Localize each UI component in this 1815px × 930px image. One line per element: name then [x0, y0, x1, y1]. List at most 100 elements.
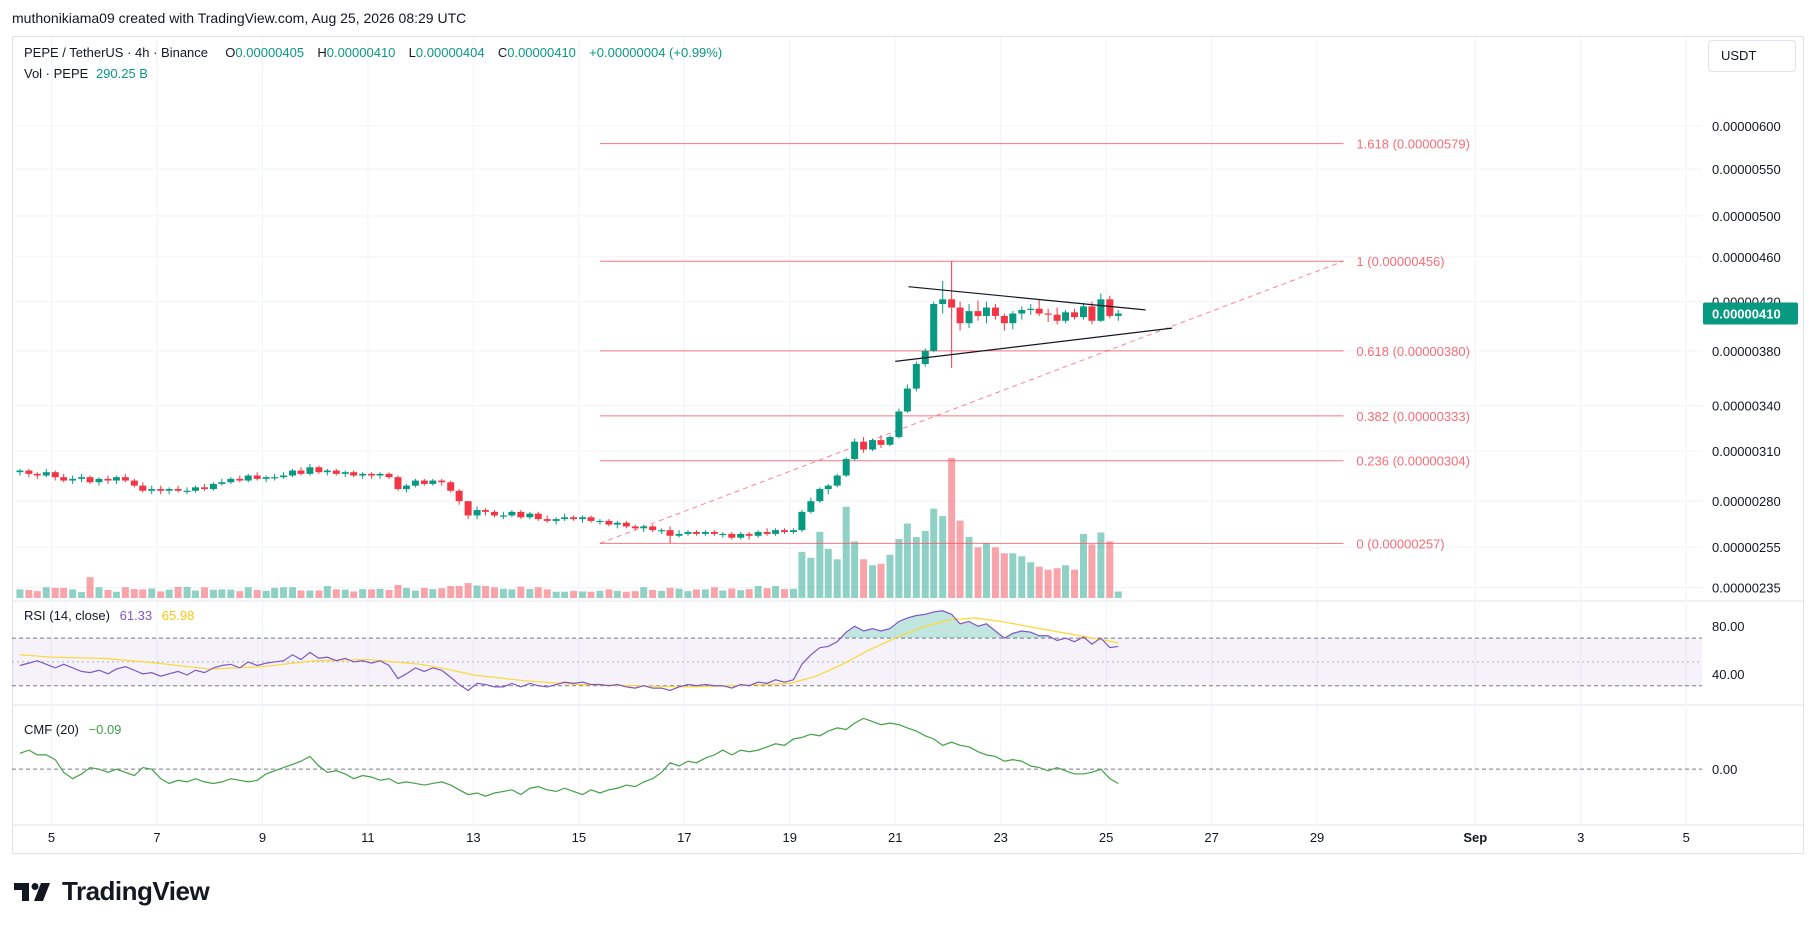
volume-bar-up: [833, 559, 841, 598]
price-axis-label: 0.00000500: [1712, 209, 1781, 224]
volume-bar-down: [200, 587, 208, 598]
volume-bar-down: [543, 589, 551, 598]
candle-up: [684, 532, 692, 534]
volume-bar-up: [499, 588, 507, 598]
volume-bar-up: [323, 586, 331, 598]
cmf-line: [19, 717, 1119, 797]
low-label: L: [408, 45, 416, 60]
price-axis-label: 0.00000460: [1712, 250, 1781, 265]
volume-bar-up: [596, 590, 604, 598]
candle-up: [262, 477, 270, 479]
currency-button[interactable]: USDT: [1708, 40, 1796, 72]
volume-bar-down: [350, 591, 358, 598]
candle-down: [385, 473, 393, 478]
volume-bar-down: [710, 587, 718, 598]
volume-bar-up: [895, 539, 903, 598]
candle-down: [200, 487, 208, 490]
volume-bar-down: [368, 589, 376, 598]
candle-down: [763, 532, 771, 534]
volume-bar-down: [517, 586, 525, 598]
fib-level-label: 1.618 (0.00000579): [1356, 137, 1469, 152]
time-axis-label: 29: [1310, 830, 1324, 845]
candle-up: [833, 475, 841, 486]
candle-up: [359, 473, 367, 476]
rsi-axis-label: 80.00: [1712, 619, 1745, 634]
candle-down: [622, 522, 630, 527]
last-price-text: 0.00000410: [1712, 307, 1781, 322]
time-axis-label: 25: [1099, 830, 1113, 845]
high-value: 0.00000410: [326, 45, 396, 60]
price-axis-label: 0.00000255: [1712, 540, 1781, 555]
candle-up: [16, 470, 24, 473]
rsi-label[interactable]: RSI (14, close): [24, 608, 110, 623]
tradingview-logo[interactable]: TradingView: [14, 876, 210, 907]
candle-up: [816, 489, 824, 502]
candle-down: [877, 440, 885, 445]
volume-bar-up: [684, 591, 692, 598]
volume-bar-up: [112, 591, 120, 598]
candle-up: [701, 532, 709, 534]
volume-bar-up: [209, 589, 217, 598]
volume-bar-up: [851, 541, 859, 598]
candle-up: [772, 530, 780, 534]
close-label: C: [497, 45, 508, 60]
candle-down: [420, 480, 428, 484]
close-value: 0.00000410: [507, 45, 576, 60]
volume-bar-down: [394, 584, 402, 598]
volume-bar-up: [798, 551, 806, 598]
cmf-value: −0.09: [88, 722, 122, 737]
volume-bar-down: [622, 591, 630, 598]
candle-down: [780, 530, 788, 533]
candle-down: [490, 511, 498, 516]
high-label: H: [317, 45, 327, 60]
fib-level-label: 0.236 (0.00000304): [1356, 454, 1469, 469]
symbol-name[interactable]: PEPE / TetherUS · 4h · Binance: [24, 45, 209, 60]
candle-down: [587, 517, 595, 521]
volume-bar-down: [297, 590, 305, 598]
fib-level-label: 1 (0.00000456): [1356, 254, 1444, 269]
candle-down: [350, 472, 358, 476]
candle-down: [1106, 299, 1114, 316]
candle-down: [860, 441, 868, 450]
candle-up: [95, 478, 103, 483]
volume-bar-up: [982, 542, 990, 598]
candle-up: [807, 501, 815, 512]
volume-bar-down: [51, 587, 59, 598]
rsi-ma-line: [19, 617, 1119, 688]
volume-bar-up: [789, 588, 797, 598]
time-axis-label: 19: [783, 830, 797, 845]
candle-down: [991, 307, 999, 316]
candle-up: [280, 475, 288, 478]
candle-up: [508, 511, 516, 516]
cmf-label[interactable]: CMF (20): [24, 722, 79, 737]
candle-down: [517, 511, 525, 518]
candle-up: [306, 467, 314, 474]
volume-bar-up: [473, 585, 481, 598]
volume-bar-down: [877, 563, 885, 598]
volume-bar-up: [1097, 532, 1105, 598]
price-axis-label: 0.00000235: [1712, 580, 1781, 595]
candle-down: [25, 470, 33, 474]
volume-bar-down: [121, 587, 129, 598]
volume-bar-down: [420, 587, 428, 598]
candle-down: [157, 489, 165, 491]
time-axis-label: 7: [153, 830, 160, 845]
volume-bar-down: [948, 458, 956, 598]
volume-bar-down: [25, 589, 33, 598]
candle-up: [939, 299, 947, 305]
volume-bar-down: [236, 591, 244, 598]
volume-bar-down: [447, 586, 455, 598]
candle-down: [104, 478, 112, 481]
volume-bar-up: [1009, 553, 1017, 598]
volume-bar-up: [807, 557, 815, 598]
volume-label[interactable]: Vol · PEPE: [24, 66, 89, 81]
candle-up: [209, 483, 217, 490]
volume-bar-down: [570, 590, 578, 598]
candle-up: [798, 511, 806, 531]
time-axis-label: 15: [572, 830, 586, 845]
volume-bar-up: [658, 590, 666, 598]
volume-bar-up: [16, 589, 24, 598]
candle-up: [148, 489, 156, 491]
time-axis-label: 23: [993, 830, 1007, 845]
